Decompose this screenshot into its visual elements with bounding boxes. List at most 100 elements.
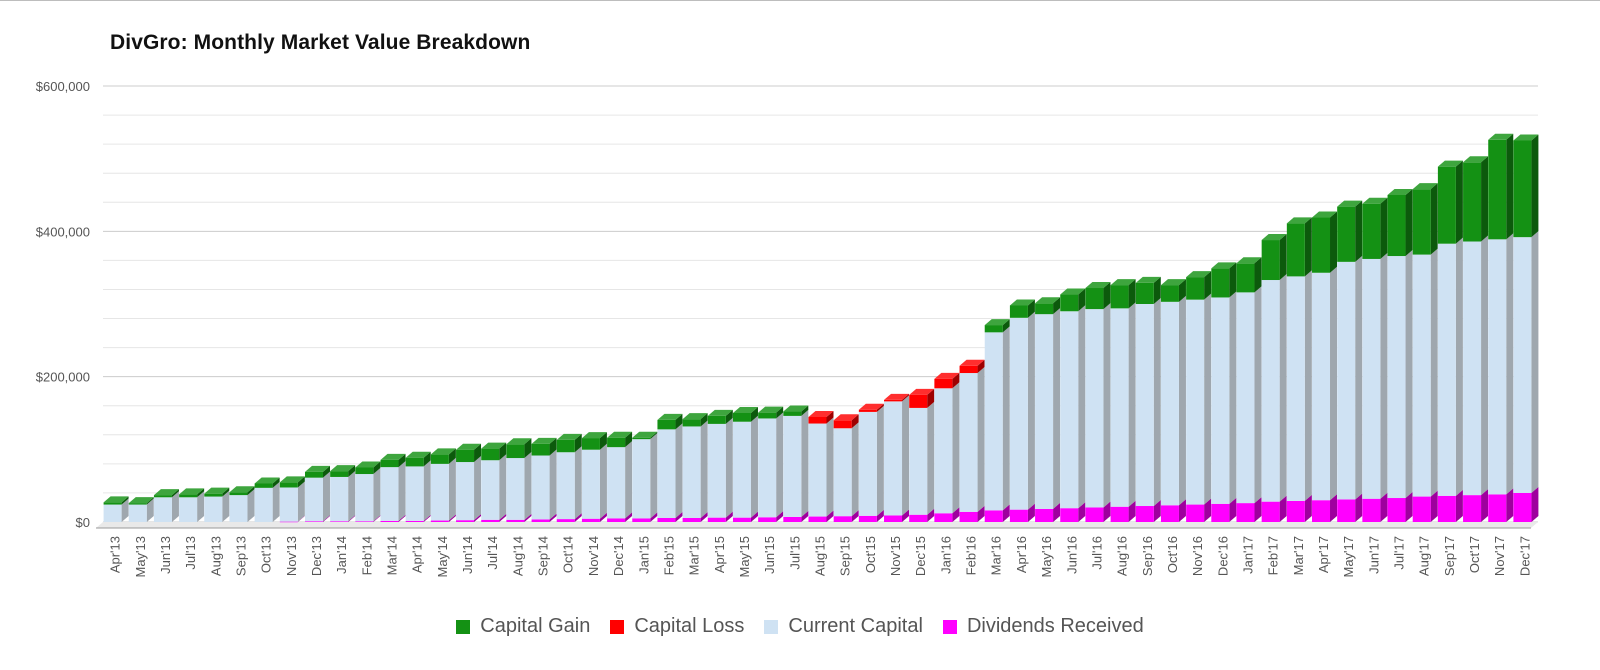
bar-stack (1463, 156, 1489, 522)
bar-top (1085, 282, 1111, 289)
bar-segment (355, 521, 374, 522)
bar-segment (934, 388, 953, 514)
bar-segment (1337, 261, 1356, 500)
bar-stack (1085, 282, 1111, 522)
x-tick-label: Jul'14 (485, 536, 500, 570)
bar-segment (1009, 305, 1028, 318)
bar-side (1355, 255, 1363, 500)
bar-side (524, 513, 532, 522)
bar-side (574, 513, 582, 522)
bar-side (322, 465, 330, 478)
bar-segment (531, 519, 550, 522)
y-tick-label: $0 (76, 515, 90, 530)
bar-stack (556, 433, 582, 522)
bar-side (952, 507, 960, 522)
bar-top (279, 476, 305, 483)
bar-segment (632, 437, 651, 440)
bar-segment (858, 411, 877, 516)
legend-label-current-capital: Current Capital (788, 615, 923, 637)
bar-side (524, 438, 532, 459)
bar-top (1513, 134, 1539, 141)
bar-segment (1186, 299, 1205, 505)
legend-swatch-dividends-received (942, 619, 957, 634)
bar-stack (632, 431, 658, 522)
bar-top (1463, 156, 1489, 163)
bar-side (1304, 270, 1312, 501)
bar-top (380, 453, 406, 460)
bar-side (297, 476, 305, 488)
bar-side (1103, 282, 1111, 310)
legend-item-dividends-received[interactable]: Dividends Received (942, 615, 1144, 638)
bar-top (481, 442, 507, 449)
bar-segment (808, 416, 827, 424)
bar-top (128, 497, 154, 504)
bar-segment (1412, 254, 1431, 497)
x-tick-label: Jan'14 (334, 536, 349, 574)
bar-segment (1186, 277, 1205, 300)
bar-segment (179, 497, 198, 522)
bar-side (826, 417, 834, 517)
x-tick-label: Dec'15 (913, 536, 928, 576)
bar-side (423, 460, 431, 521)
bar-side (197, 488, 205, 498)
bar-side (1053, 308, 1061, 509)
bar-segment (1312, 272, 1331, 501)
bar-side (650, 512, 658, 522)
legend-item-current-capital[interactable]: Current Capital (764, 615, 923, 638)
bar-side (1455, 237, 1463, 496)
legend-item-capital-gain[interactable]: Capital Gain (456, 615, 590, 638)
legend-label-dividends-received: Dividends Received (966, 615, 1144, 637)
bar-segment (128, 503, 147, 505)
bar-segment (1160, 301, 1179, 506)
bar-stack (330, 465, 356, 522)
bar-side (1330, 266, 1338, 501)
bar-segment (1362, 498, 1381, 522)
legend-item-capital-loss[interactable]: Capital Loss (610, 615, 744, 638)
bar-side (1027, 503, 1035, 522)
bar-segment (506, 458, 525, 520)
y-tick-label: $600,000 (36, 79, 90, 94)
x-tick-label: Nov'15 (888, 536, 903, 576)
bar-stack (1135, 276, 1161, 522)
bar-segment (1286, 276, 1305, 501)
bar-top (1236, 257, 1262, 264)
bar-top (1110, 279, 1136, 286)
bar-top (204, 487, 230, 494)
bar-side (1254, 286, 1262, 504)
bar-top (506, 438, 532, 445)
bar-stack (204, 487, 230, 522)
bar-top (707, 409, 733, 416)
bar-segment (153, 495, 172, 498)
bar-side (171, 489, 179, 498)
bar-segment (1160, 285, 1179, 302)
bar-segment (833, 428, 852, 517)
x-tick-label: Mar'16 (989, 536, 1004, 575)
bar-segment (732, 517, 751, 522)
bar-segment (909, 407, 928, 515)
bar-segment (1437, 495, 1456, 522)
bar-segment (1463, 162, 1482, 242)
bar-segment (1261, 280, 1280, 502)
x-tick-label: Jun'15 (762, 536, 777, 574)
bar-segment (304, 477, 323, 522)
bar-segment (833, 420, 852, 429)
bar-segment (632, 518, 651, 522)
bar-segment (758, 412, 777, 419)
bar-stack (783, 405, 809, 522)
x-tick-label: May'17 (1341, 536, 1356, 578)
bar-top (1437, 160, 1463, 167)
bar-segment (1513, 237, 1532, 493)
bar-segment (456, 520, 475, 522)
bar-segment (430, 463, 449, 521)
bar-segment (858, 409, 877, 412)
bar-side (1053, 502, 1061, 522)
bar-segment (758, 418, 777, 518)
bar-stack (1286, 217, 1312, 522)
x-tick-label: Jun'14 (460, 536, 475, 574)
x-tick-label: Sep'14 (536, 536, 551, 576)
bar-stack (758, 406, 784, 522)
bar-stack (103, 496, 129, 522)
bar-side (1531, 134, 1539, 238)
bar-stack (984, 319, 1010, 522)
bar-top (607, 431, 633, 438)
